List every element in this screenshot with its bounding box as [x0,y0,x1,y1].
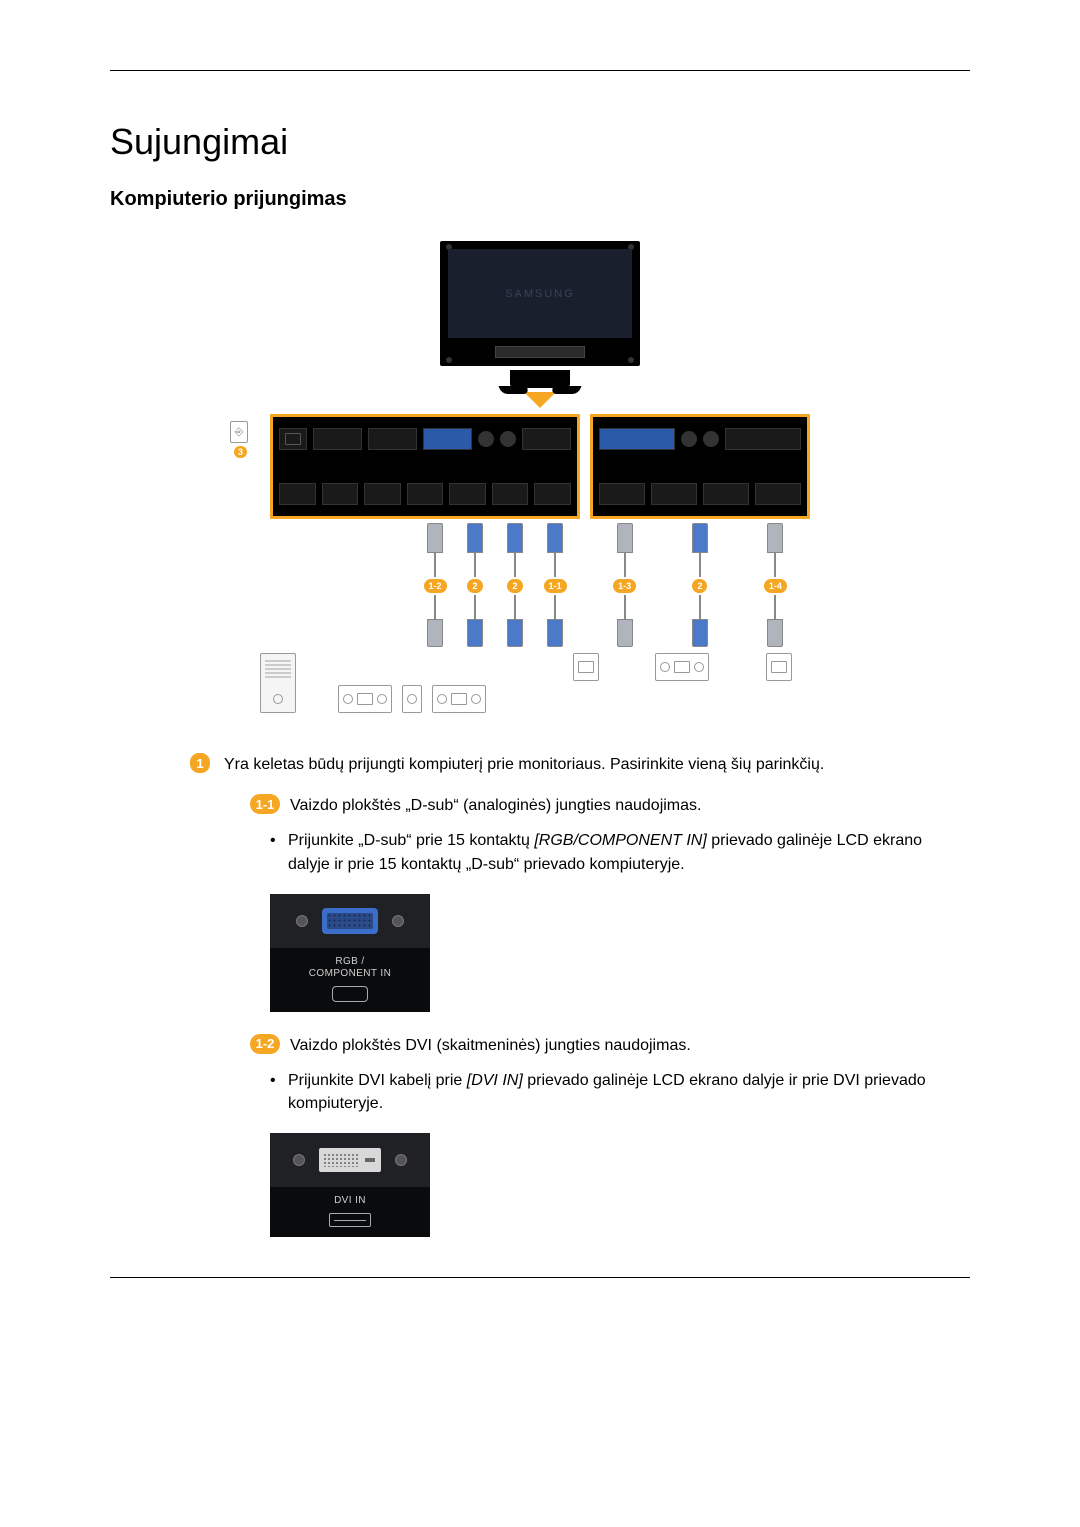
cable-1-4: 1-4 [764,523,786,647]
bullet-1-1: Prijunkite „D-sub“ prie 15 kontaktų [RGB… [270,829,930,875]
vga-connector-icon [322,908,378,934]
pc-ports-2 [402,685,422,713]
dvi-label: DVI IN [270,1195,430,1207]
cable-1-1: 1-1 [544,523,566,647]
dvi-connector-icon [319,1148,381,1172]
monitor-stand-icon [510,370,570,388]
pc-ports-6 [766,653,792,681]
monitor-front-icon: SAMSUNG [440,241,640,366]
side-lock-icon: ⎆ 3 [230,421,248,461]
arrow-down-icon [524,392,556,408]
cable-2a: 2 [464,523,486,647]
cable-2b: 2 [504,523,526,647]
pc-ports-1 [338,685,392,713]
rgb-label-1: RGB / [270,956,430,968]
cable-1-3: 1-3 [614,523,636,647]
monitor-brand-label: SAMSUNG [448,249,632,338]
step-1-1-badge: 1-1 [250,794,280,814]
step-1-2-badge: 1-2 [250,1034,280,1054]
rule-bottom [110,1277,970,1278]
rear-panel-right [590,414,810,519]
step-1-text: Yra keletas būdų prijungti kompiuterį pr… [224,753,824,776]
section-subtitle: Kompiuterio prijungimas [110,188,970,211]
cable-2c: 2 [689,523,711,647]
connection-diagram: ⎆ 3 SAMSUNG [110,241,970,713]
side-badge: 3 [234,446,247,458]
step-1-badge: 1 [190,753,210,773]
pc-ports-5 [655,653,709,681]
pc-tower-icon [260,653,296,713]
pc-ports-4 [573,653,599,681]
pc-ports-3 [432,685,486,713]
dvi-port-closeup: DVI IN [270,1133,430,1237]
rule-top [110,70,970,71]
cable-1-2: 1-2 [424,523,446,647]
bullet-1-2: Prijunkite DVI kabelį prie [DVI IN] prie… [270,1069,930,1115]
rear-panel-left [270,414,580,519]
step-1-2-text: Vaizdo plokštės DVI (skaitmeninės) jungt… [290,1034,691,1057]
page-title: Sujungimai [110,121,970,163]
step-1-1-text: Vaizdo plokštės „D-sub“ (analoginės) jun… [290,794,701,817]
rgb-port-closeup: RGB / COMPONENT IN [270,894,430,1012]
rgb-label-2: COMPONENT IN [270,968,430,980]
